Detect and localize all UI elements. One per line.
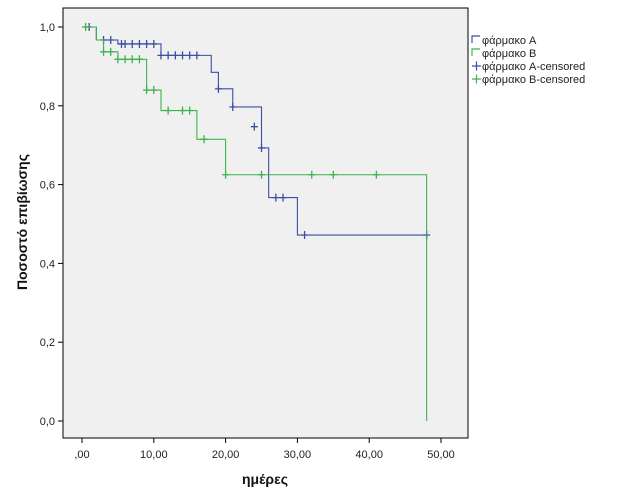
censor-mark-b [372,170,380,179]
censor-mark-b [135,55,143,64]
censor-mark-b [179,106,187,115]
series-layer [82,23,431,421]
y-tick-label: 0,0 [40,416,55,428]
censor-mark-b [143,86,151,95]
censor-mark-a [258,143,265,152]
x-tick-label: ,00 [74,449,89,461]
series-line-a [82,26,427,236]
x-tick-label: 10,00 [140,449,168,461]
censor-mark-b [121,55,129,64]
censor-mark-b [82,23,90,31]
x-tick-label: 40,00 [355,449,383,461]
censor-mark-b [114,55,122,64]
legend-step-swatch [471,48,480,56]
censor-mark-a [279,193,287,202]
censor-mark-a [164,51,172,60]
y-tick-label: 0,4 [40,258,55,270]
y-tick-label: 0,6 [40,180,55,192]
legend-label: φάρμακο B [482,48,536,60]
legend-censor-swatch [472,61,481,71]
censor-mark-a [171,51,179,60]
y-tick-label: 0,2 [40,337,55,349]
censor-mark-a [121,39,129,48]
censor-mark-a [229,102,237,111]
legend-censor-swatch [472,74,481,84]
x-tick-label: 20,00 [212,449,240,461]
censor-mark-b [164,106,172,115]
censor-mark-a [179,51,187,60]
censor-mark-b [186,106,194,115]
y-axis: 0,0 0,2 0,4 0,6 0,8 1,0 [40,22,63,428]
plot-area [62,7,469,439]
censor-mark-a [250,122,258,131]
censor-mark-a [135,39,143,48]
legend-label: φάρμακο A-censored [482,61,585,73]
censor-mark-a [214,84,222,93]
legend-label: φάρμακο A [482,35,537,47]
censor-mark-b [128,55,136,64]
x-tick-label: 50,00 [427,449,455,461]
censor-mark-b [222,170,230,179]
legend-step-swatch [471,35,480,43]
censor-mark-a [150,39,158,48]
censor-mark-b [329,170,337,179]
y-tick-label: 1,0 [40,22,55,34]
legend-label: φάρμακο B-censored [482,74,585,86]
x-axis-title: ημέρες [242,471,288,487]
censor-mark-b [258,170,265,179]
censor-mark-b [200,135,208,144]
censor-mark-b [100,47,108,56]
censor-mark-b [150,86,158,95]
censor-mark-a [301,231,309,240]
y-tick-label: 0,8 [40,101,55,113]
censor-mark-a [157,51,165,60]
censor-mark-a [107,36,115,45]
censor-mark-a [272,193,280,202]
censor-mark-b [308,170,316,179]
x-axis: ,00 10,00 20,00 30,00 40,00 50,00 [74,438,455,461]
censor-mark-a [186,51,194,60]
censor-mark-b [107,47,115,56]
y-axis-title: Ποσοστό επιβίωσης [14,154,30,290]
censor-mark-a [193,51,201,60]
censor-mark-a [128,39,136,48]
censor-mark-a [143,39,151,48]
x-tick-label: 30,00 [284,449,312,461]
